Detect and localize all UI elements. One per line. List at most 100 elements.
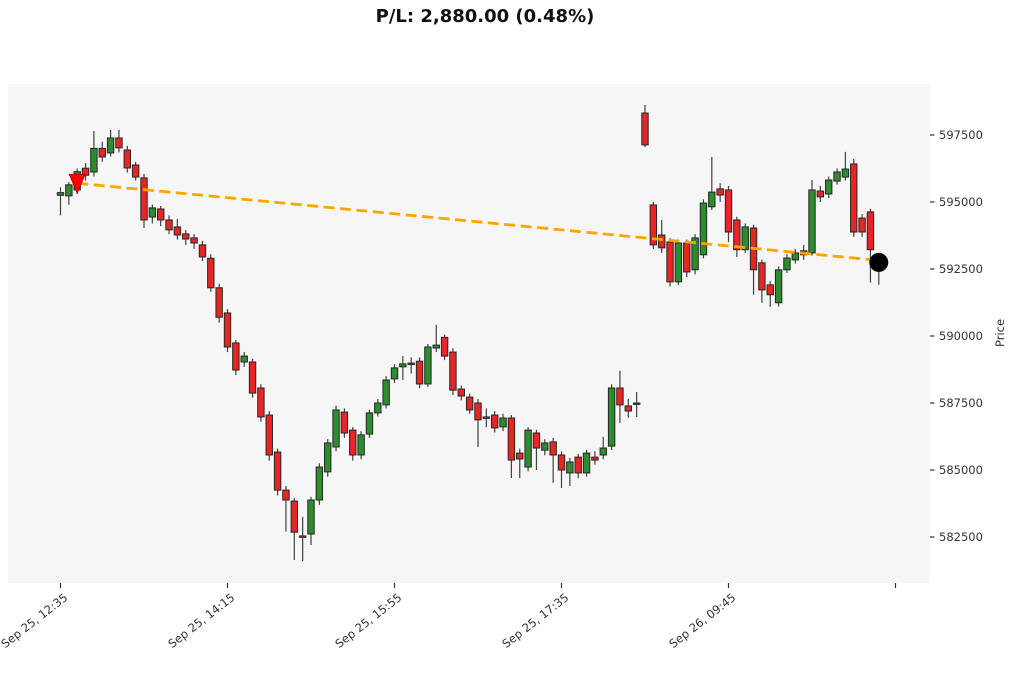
candle-down (858, 217, 866, 233)
y-tick-label: 587500 (939, 396, 983, 410)
candle-down (131, 164, 140, 178)
candle-down (440, 336, 449, 357)
x-axis: Sep 25, 12:35 Sep 25, 14:15 Sep 25, 15:55 S… (0, 583, 897, 651)
x-tick-label: Sep 25, 17:35 (499, 590, 571, 651)
candle-down (649, 204, 658, 246)
exit-marker-dot (869, 252, 889, 272)
y-axis: 597500 595000 592500 590000 587500 585000 5825… (930, 128, 983, 544)
candle-down (215, 287, 223, 318)
candle-down (140, 177, 148, 221)
candle-up (374, 402, 382, 414)
candle-down (449, 351, 457, 391)
candle-down (816, 190, 825, 198)
candle-down (349, 429, 357, 456)
candle-down (557, 454, 566, 471)
candle-down (683, 242, 691, 273)
candle-up (808, 189, 816, 254)
chart-title: P/L: 2,880.00 (0.48%) (375, 6, 595, 27)
candle-up (424, 346, 432, 385)
candle-up (541, 442, 549, 451)
candle-down (282, 489, 290, 501)
candle-down (666, 241, 674, 283)
candle-down (641, 112, 649, 146)
candle-down (532, 432, 541, 449)
candle-down (290, 500, 299, 533)
candle-up (566, 461, 574, 474)
candle-up (599, 447, 607, 456)
candle-up (841, 168, 850, 178)
candle-down (574, 456, 582, 474)
candle-up (365, 412, 374, 435)
candle-down (198, 244, 207, 258)
candle-down (123, 149, 131, 169)
candle-down (624, 405, 632, 412)
candle-down (482, 416, 491, 419)
candle-down (850, 163, 858, 233)
candle-down (115, 137, 123, 149)
y-tick-label: 597500 (939, 128, 983, 142)
candle-down (248, 361, 257, 394)
candle-down (616, 387, 624, 406)
candle-down (516, 452, 524, 460)
candle-up (582, 452, 591, 474)
candle-down (733, 219, 741, 251)
candle-up (307, 499, 315, 535)
candle-up (56, 192, 65, 196)
trade-line (77, 181, 879, 262)
candle-up (399, 363, 407, 368)
candle-down (766, 284, 774, 296)
y-axis-label: Price (993, 319, 1007, 347)
candle-up (315, 466, 324, 501)
candle-down (98, 147, 106, 158)
candle-up (833, 171, 841, 182)
candle-up (499, 417, 507, 428)
candle-down (658, 234, 666, 249)
candle-down (273, 451, 282, 491)
candle-up (691, 237, 699, 271)
y-tick-label: 590000 (939, 329, 983, 343)
candle-down (474, 402, 482, 421)
y-tick-label: 592500 (939, 262, 983, 276)
candle-down (182, 233, 190, 240)
candle-down (207, 257, 215, 289)
candle-down (491, 414, 499, 429)
candle-down (507, 417, 516, 461)
x-tick-label: Sep 25, 14:15 (165, 590, 237, 651)
candle-up (106, 137, 115, 154)
candle-up (357, 434, 365, 456)
candle-down (232, 342, 240, 371)
candle-down (716, 188, 724, 196)
candle-up (783, 257, 791, 271)
candle-down (457, 388, 466, 397)
candle-down (173, 226, 182, 236)
candle-up (65, 184, 73, 197)
candle-down (298, 535, 307, 538)
candle-down (415, 360, 424, 385)
y-tick-label: 582500 (939, 530, 983, 544)
candle-down (340, 411, 349, 434)
y-tick-label: 595000 (939, 195, 983, 209)
candle-down (165, 219, 173, 231)
candle-up (90, 147, 98, 173)
plot-area (8, 84, 930, 583)
candle-up (240, 355, 248, 363)
candle-up (741, 226, 749, 251)
candle-up (791, 252, 799, 261)
candle-down (265, 414, 273, 456)
candle-up (607, 387, 616, 447)
x-tick-label: Sep 26, 09:45 (666, 590, 738, 651)
candle-up (324, 442, 332, 473)
candle-down (591, 456, 599, 461)
candle-up (332, 409, 340, 448)
x-tick-label: Sep 25, 12:35 (0, 590, 70, 651)
candle-down (257, 387, 265, 418)
candle-up (390, 367, 399, 380)
candle-down (758, 262, 766, 291)
x-tick-label: Sep 25, 15:55 (332, 590, 404, 651)
candle-down (190, 237, 198, 244)
candle-down (81, 167, 90, 176)
candle-down (157, 208, 165, 221)
candle-up (774, 269, 783, 304)
candle-down (549, 441, 557, 456)
